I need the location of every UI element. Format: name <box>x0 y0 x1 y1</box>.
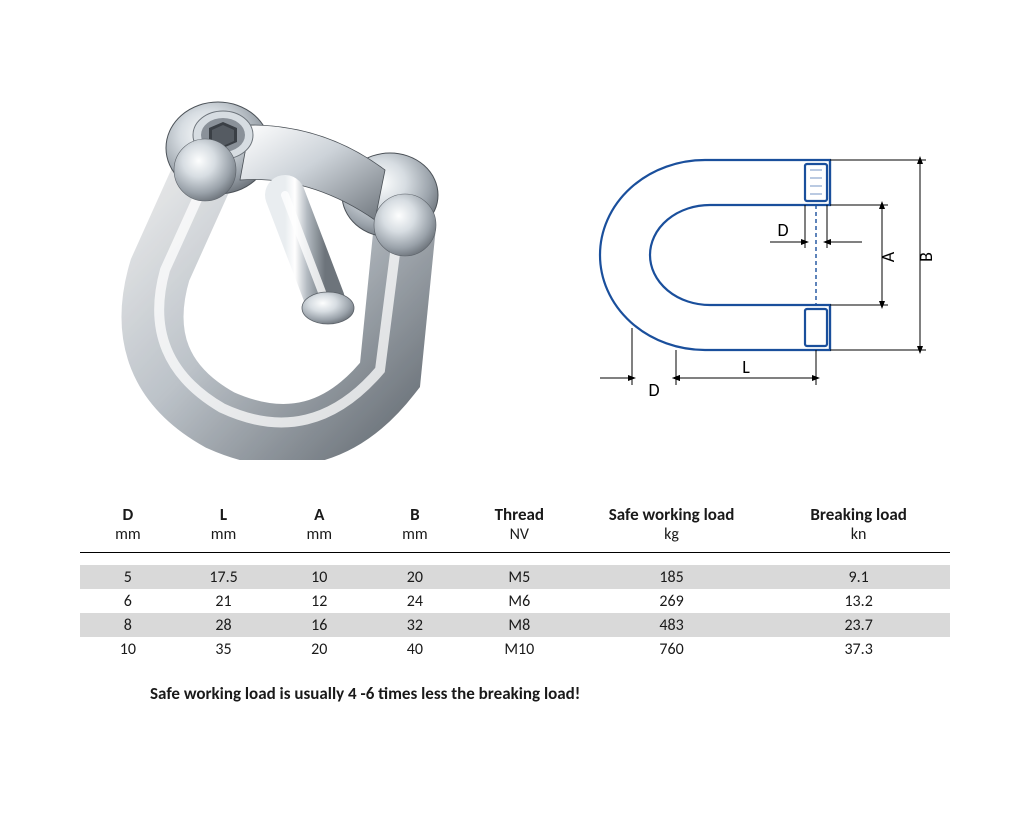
cell: 5 <box>80 565 176 589</box>
cell: 37.3 <box>767 637 950 661</box>
col-unit: mm <box>80 525 176 553</box>
cell: M8 <box>463 613 576 637</box>
cell: 483 <box>576 613 767 637</box>
cell: 8 <box>80 613 176 637</box>
col-header: Safe working load <box>576 500 767 525</box>
dimension-diagram: D A B D <box>570 130 970 410</box>
figure-area: D A B D <box>60 40 964 470</box>
col-header: Breaking load <box>767 500 950 525</box>
cell: 21 <box>176 589 272 613</box>
col-header: L <box>176 500 272 525</box>
col-unit: mm <box>367 525 463 553</box>
shackle-render <box>90 40 460 460</box>
dim-label-A: A <box>877 251 899 262</box>
col-unit: NV <box>463 525 576 553</box>
cell: M10 <box>463 637 576 661</box>
table-row: 5 17.5 10 20 M5 185 9.1 <box>80 565 950 589</box>
cell: 24 <box>367 589 463 613</box>
col-header: Thread <box>463 500 576 525</box>
cell: 13.2 <box>767 589 950 613</box>
footnote: Safe working load is usually 4 -6 times … <box>150 683 950 704</box>
col-header: A <box>271 500 367 525</box>
table-row: 10 35 20 40 M10 760 37.3 <box>80 637 950 661</box>
dim-label-B: B <box>915 252 937 262</box>
cell: 32 <box>367 613 463 637</box>
col-unit: mm <box>176 525 272 553</box>
cell: 269 <box>576 589 767 613</box>
cell: 185 <box>576 565 767 589</box>
page: D A B D <box>0 0 1024 818</box>
cell: 16 <box>271 613 367 637</box>
spec-table-wrap: D L A B Thread Safe working load Breakin… <box>80 500 950 704</box>
cell: 20 <box>367 565 463 589</box>
cell: 28 <box>176 613 272 637</box>
table-row: 6 21 12 24 M6 269 13.2 <box>80 589 950 613</box>
table-header-row: D L A B Thread Safe working load Breakin… <box>80 500 950 525</box>
table-row: 8 28 16 32 M8 483 23.7 <box>80 613 950 637</box>
dim-label-D-top: D <box>777 219 788 241</box>
cell: M5 <box>463 565 576 589</box>
dim-label-D-left: D <box>648 379 659 401</box>
cell: 6 <box>80 589 176 613</box>
col-header: D <box>80 500 176 525</box>
spec-table: D L A B Thread Safe working load Breakin… <box>80 500 950 661</box>
cell: 40 <box>367 637 463 661</box>
cell: 17.5 <box>176 565 272 589</box>
col-unit: mm <box>271 525 367 553</box>
cell: 10 <box>271 565 367 589</box>
cell: 9.1 <box>767 565 950 589</box>
cell: 23.7 <box>767 613 950 637</box>
table-unit-row: mm mm mm mm NV kg kn <box>80 525 950 553</box>
cell: M6 <box>463 589 576 613</box>
cell: 35 <box>176 637 272 661</box>
cell: 760 <box>576 637 767 661</box>
cell: 12 <box>271 589 367 613</box>
cell: 20 <box>271 637 367 661</box>
col-unit: kg <box>576 525 767 553</box>
dim-label-L: L <box>742 356 750 378</box>
col-unit: kn <box>767 525 950 553</box>
col-header: B <box>367 500 463 525</box>
cell: 10 <box>80 637 176 661</box>
